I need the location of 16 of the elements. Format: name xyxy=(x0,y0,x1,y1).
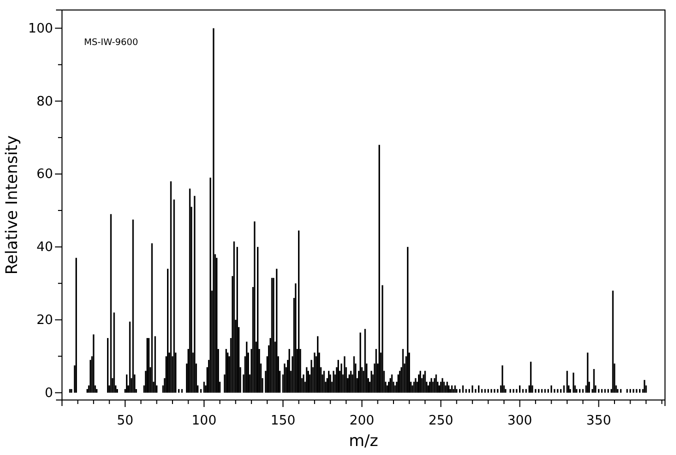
annotation: MS-IW-9600 xyxy=(84,38,138,48)
x-axis-title: m/z xyxy=(348,431,378,450)
y-tick-label: 60 xyxy=(36,167,53,182)
x-tick-label: 300 xyxy=(507,414,532,429)
x-tick-label: 150 xyxy=(270,414,296,429)
y-tick-label: 100 xyxy=(28,21,53,36)
x-tick-label: 50 xyxy=(116,414,134,429)
y-tick-label: 40 xyxy=(36,240,53,256)
x-tick-label: 200 xyxy=(350,414,374,429)
y-tick-label: 80 xyxy=(36,94,53,110)
x-tick-label: 100 xyxy=(192,414,216,429)
x-tick-label: 250 xyxy=(428,414,454,429)
x-tick-label: 350 xyxy=(586,414,612,429)
y-axis-title: Relative Intensity xyxy=(2,135,21,275)
y-tick-label: 20 xyxy=(36,312,53,328)
y-tick-label: 0 xyxy=(44,386,53,401)
